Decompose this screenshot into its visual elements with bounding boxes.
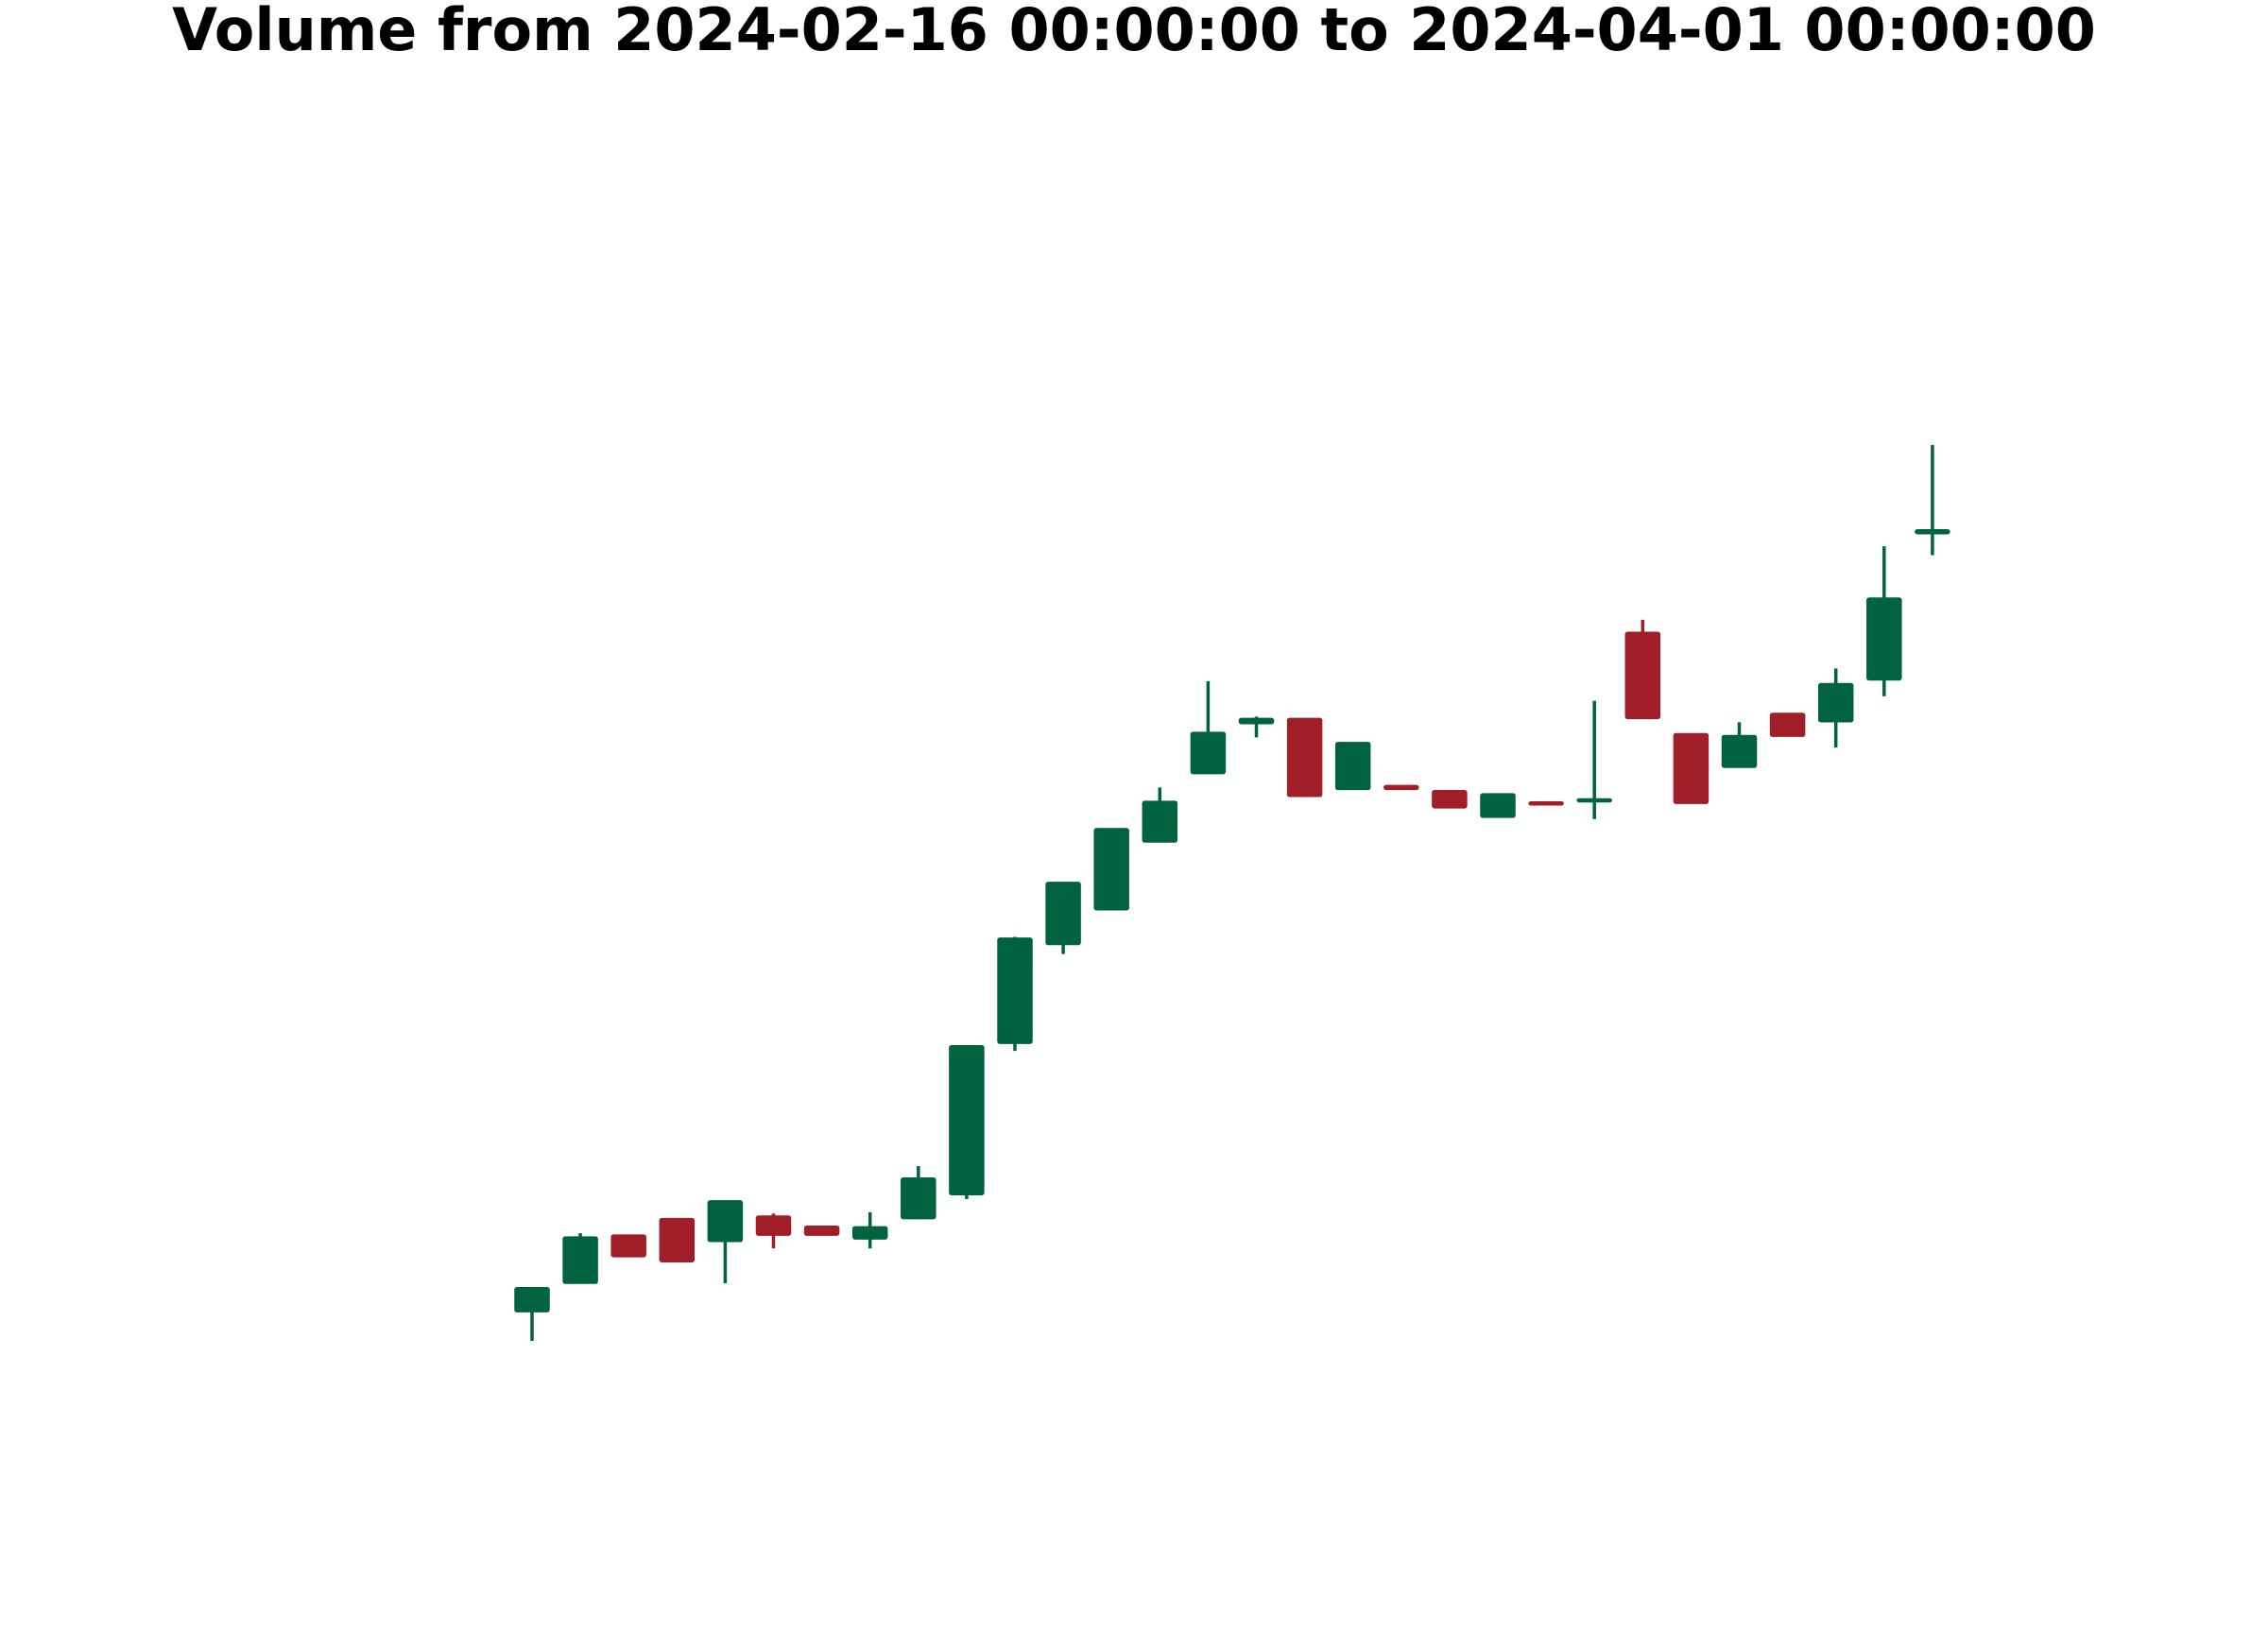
candle	[1286, 717, 1323, 798]
candle	[1576, 700, 1612, 819]
candle-body-up	[949, 1045, 985, 1195]
candle-body-up	[514, 1286, 550, 1313]
candle-body-down	[1673, 732, 1710, 804]
candle	[1045, 882, 1081, 954]
candle	[949, 1045, 985, 1199]
candle	[1142, 787, 1178, 843]
candle	[1915, 444, 1950, 556]
candle-body-up	[1190, 731, 1227, 775]
chart-title: Volume from 2024-02-16 00:00:00 to 2024-…	[172, 0, 2096, 64]
candle	[755, 1213, 792, 1249]
candle	[1769, 712, 1806, 737]
candle-body-up	[1817, 682, 1854, 723]
candle	[1238, 716, 1275, 738]
candle	[851, 1211, 888, 1249]
candle-body-up	[562, 1236, 598, 1284]
candle	[1721, 722, 1758, 768]
candle	[1432, 789, 1468, 809]
candle-body-up	[1238, 717, 1275, 725]
candle	[659, 1217, 696, 1262]
candle-body-down	[1432, 789, 1468, 809]
candle-body-down	[803, 1225, 840, 1236]
candles-layer	[514, 444, 1950, 1341]
candle	[1866, 546, 1902, 696]
candle-body-up	[1334, 742, 1371, 791]
candle-body-up	[1480, 793, 1516, 818]
candle	[1190, 680, 1227, 775]
candle-body-up	[707, 1200, 744, 1243]
candle-body-down	[1383, 784, 1419, 791]
candle	[1093, 828, 1129, 911]
candle-body-up	[851, 1226, 888, 1240]
candle-body-up	[1721, 734, 1758, 768]
candle	[1334, 742, 1371, 791]
candle-body-up	[1093, 828, 1129, 911]
candle-body-up	[1866, 597, 1902, 681]
candle	[997, 936, 1033, 1052]
candle-body-down	[659, 1217, 696, 1262]
candle-body-up	[1045, 882, 1081, 946]
candle-body-down	[755, 1215, 792, 1236]
candle	[1817, 668, 1854, 748]
candle	[803, 1225, 840, 1236]
candle	[1480, 793, 1516, 818]
candle-body-down	[1286, 717, 1323, 798]
candle	[1383, 784, 1419, 791]
candle	[562, 1233, 598, 1284]
candle	[514, 1286, 550, 1341]
candle-body-up	[997, 937, 1033, 1044]
candle-body-down	[1528, 801, 1564, 806]
candle-body-up	[1576, 798, 1612, 803]
candle	[610, 1234, 646, 1258]
candle	[1528, 801, 1564, 806]
candle	[901, 1166, 936, 1220]
candle	[707, 1200, 744, 1283]
candle	[1673, 732, 1710, 804]
candle-body-up	[1915, 528, 1950, 535]
candle-body-down	[1769, 712, 1806, 737]
candle-body-down	[1624, 631, 1661, 720]
candle-body-up	[1142, 800, 1178, 843]
candle-body-down	[610, 1234, 646, 1258]
candle-body-up	[901, 1177, 936, 1220]
candle	[1624, 619, 1661, 720]
